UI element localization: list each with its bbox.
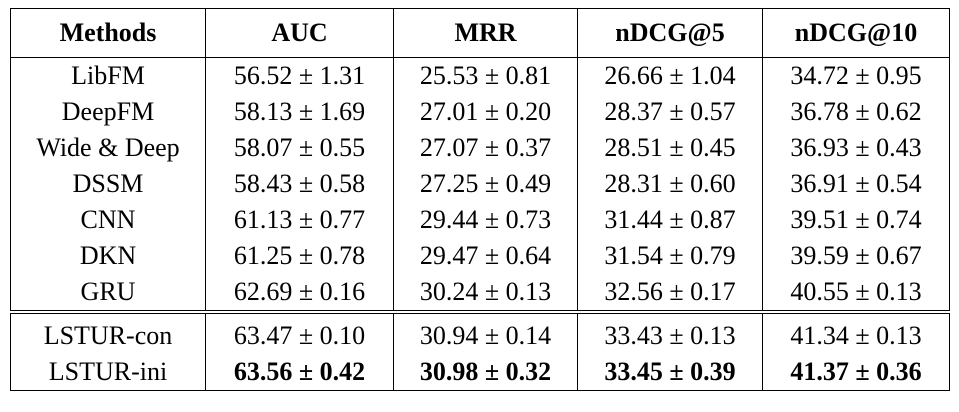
score-cell: 28.51 ± 0.45 bbox=[577, 130, 763, 166]
method-cell: DSSM bbox=[10, 166, 206, 202]
table-row: LibFM 56.52 ± 1.31 25.53 ± 0.81 26.66 ± 1.0… bbox=[10, 57, 950, 94]
score-cell: 39.51 ± 0.74 bbox=[762, 202, 950, 238]
method-cell: LSTUR-con bbox=[10, 312, 206, 354]
method-cell: Wide & Deep bbox=[10, 130, 206, 166]
method-cell: DKN bbox=[10, 238, 206, 274]
method-cell: LibFM bbox=[10, 57, 206, 94]
score-cell: 61.25 ± 0.78 bbox=[205, 238, 394, 274]
score-cell: 40.55 ± 0.13 bbox=[762, 274, 950, 312]
score-cell: 34.72 ± 0.95 bbox=[762, 57, 950, 94]
score-cell: 36.91 ± 0.54 bbox=[762, 166, 950, 202]
score-cell: 33.45 ± 0.39 bbox=[577, 354, 763, 391]
table-row: CNN 61.13 ± 0.77 29.44 ± 0.73 31.44 ± 0.87 3… bbox=[10, 202, 950, 238]
table-row: DeepFM 58.13 ± 1.69 27.01 ± 0.20 28.37 ± 0.… bbox=[10, 94, 950, 130]
score-cell: 26.66 ± 1.04 bbox=[577, 57, 763, 94]
table-row: LSTUR-con 63.47 ± 0.10 30.94 ± 0.14 33.43 ±… bbox=[10, 312, 950, 354]
method-cell: DeepFM bbox=[10, 94, 206, 130]
score-cell: 62.69 ± 0.16 bbox=[205, 274, 394, 312]
score-cell: 30.94 ± 0.14 bbox=[393, 312, 578, 354]
score-cell: 36.78 ± 0.62 bbox=[762, 94, 950, 130]
table-row: DSSM 58.43 ± 0.58 27.25 ± 0.49 28.31 ± 0.60… bbox=[10, 166, 950, 202]
score-cell: 58.07 ± 0.55 bbox=[205, 130, 394, 166]
row-group: LibFM 56.52 ± 1.31 25.53 ± 0.81 26.66 ± 1.0… bbox=[10, 57, 950, 312]
header-cell: nDCG@10 bbox=[762, 8, 950, 58]
header-cell: MRR bbox=[393, 8, 578, 58]
score-cell: 61.13 ± 0.77 bbox=[205, 202, 394, 238]
score-cell: 30.98 ± 0.32 bbox=[393, 354, 578, 391]
score-cell: 41.34 ± 0.13 bbox=[762, 312, 950, 354]
score-cell: 32.56 ± 0.17 bbox=[577, 274, 763, 312]
score-cell: 33.43 ± 0.13 bbox=[577, 312, 763, 354]
score-cell: 28.31 ± 0.60 bbox=[577, 166, 763, 202]
table-row: Wide & Deep 58.07 ± 0.55 27.07 ± 0.37 28.51… bbox=[10, 130, 950, 166]
score-cell: 63.47 ± 0.10 bbox=[205, 312, 394, 354]
score-cell: 58.43 ± 0.58 bbox=[205, 166, 394, 202]
score-cell: 25.53 ± 0.81 bbox=[393, 57, 578, 94]
score-cell: 30.24 ± 0.13 bbox=[393, 274, 578, 312]
score-cell: 36.93 ± 0.43 bbox=[762, 130, 950, 166]
results-table: Methods AUC MRR nDCG@5 nDCG@10 LibFM 56.52 ± … bbox=[10, 8, 950, 391]
header-cell: AUC bbox=[205, 8, 394, 58]
score-cell: 41.37 ± 0.36 bbox=[762, 354, 950, 391]
table-row: DKN 61.25 ± 0.78 29.47 ± 0.64 31.54 ± 0.79 3… bbox=[10, 238, 950, 274]
header-row: Methods AUC MRR nDCG@5 nDCG@10 bbox=[10, 8, 950, 58]
score-cell: 27.01 ± 0.20 bbox=[393, 94, 578, 130]
score-cell: 31.44 ± 0.87 bbox=[577, 202, 763, 238]
score-cell: 39.59 ± 0.67 bbox=[762, 238, 950, 274]
score-cell: 63.56 ± 0.42 bbox=[205, 354, 394, 391]
score-cell: 27.25 ± 0.49 bbox=[393, 166, 578, 202]
score-cell: 31.54 ± 0.79 bbox=[577, 238, 763, 274]
score-cell: 27.07 ± 0.37 bbox=[393, 130, 578, 166]
table-row: GRU 62.69 ± 0.16 30.24 ± 0.13 32.56 ± 0.17 4… bbox=[10, 274, 950, 312]
header-cell: nDCG@5 bbox=[577, 8, 763, 58]
score-cell: 56.52 ± 1.31 bbox=[205, 57, 394, 94]
score-cell: 58.13 ± 1.69 bbox=[205, 94, 394, 130]
method-cell: GRU bbox=[10, 274, 206, 312]
row-group: LSTUR-con 63.47 ± 0.10 30.94 ± 0.14 33.43 ±… bbox=[10, 312, 950, 391]
method-cell: LSTUR-ini bbox=[10, 354, 206, 391]
header-cell: Methods bbox=[10, 8, 206, 58]
score-cell: 29.47 ± 0.64 bbox=[393, 238, 578, 274]
table-row: LSTUR-ini 63.56 ± 0.42 30.98 ± 0.32 33.45 ±… bbox=[10, 354, 950, 391]
score-cell: 28.37 ± 0.57 bbox=[577, 94, 763, 130]
method-cell: CNN bbox=[10, 202, 206, 238]
score-cell: 29.44 ± 0.73 bbox=[393, 202, 578, 238]
